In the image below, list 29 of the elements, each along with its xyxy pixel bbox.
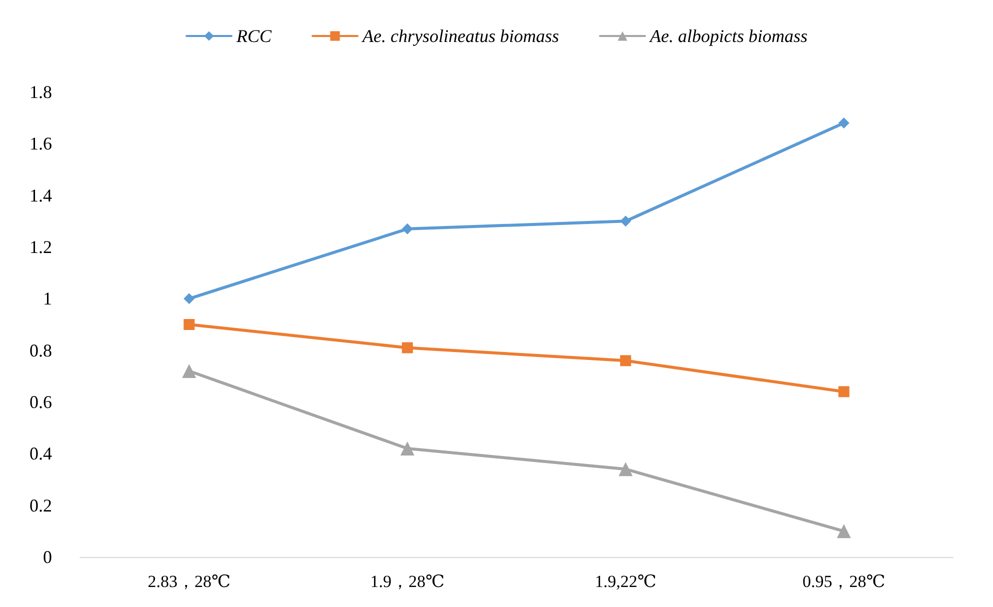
point [400,442,414,456]
point [184,319,195,330]
y-tick-label: 0.6 [30,392,52,412]
x-tick-label: 0.95，28℃ [802,572,886,591]
point [620,355,632,366]
y-tick-label: 1.8 [30,82,52,102]
y-tick-label: 0.8 [30,340,52,360]
point [620,216,632,227]
y-tick-label: 1 [43,288,52,309]
legend-label: RCC [236,26,273,46]
point [836,524,851,538]
y-tick-label: 1.6 [30,134,52,154]
point [402,342,413,354]
point [838,386,850,398]
point [182,364,196,378]
point [618,462,633,476]
point [402,223,413,234]
y-tick-label: 0 [43,547,52,567]
y-tick-label: 0.2 [30,495,52,516]
point [184,293,195,304]
legend-label: Ae. chrysolineatus biomass [362,26,559,46]
y-tick-label: 1.2 [30,237,52,257]
x-tick-label: 2.83，28℃ [148,572,231,591]
legend-label: Ae. albopicts biomass [649,26,808,46]
y-tick-label: 1.4 [30,185,52,206]
y-tick-label: 0.4 [30,444,52,464]
x-tick-label: 1.9,22℃ [594,572,656,591]
x-tick-label: 1.9，28℃ [370,572,445,591]
point [838,118,850,128]
